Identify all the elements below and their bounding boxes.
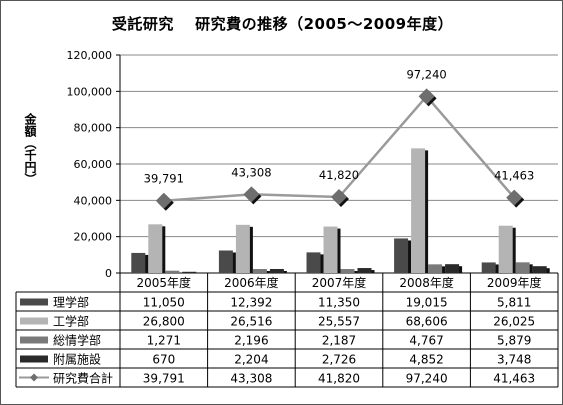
bar bbox=[323, 226, 338, 273]
table-cell: 2,187 bbox=[322, 334, 356, 348]
y-tick-label: 60,000 bbox=[74, 158, 113, 171]
series-line bbox=[163, 94, 516, 202]
table-cell: 4,852 bbox=[409, 353, 443, 367]
table-cell: 41,463 bbox=[493, 372, 535, 386]
bar bbox=[131, 252, 146, 273]
bar bbox=[428, 264, 443, 273]
table-cell: 2,726 bbox=[322, 353, 356, 367]
line-marker bbox=[331, 189, 347, 206]
table-cell: 11,050 bbox=[143, 296, 185, 310]
table-cell: 5,879 bbox=[497, 334, 531, 348]
line-marker bbox=[243, 186, 260, 203]
bar bbox=[148, 224, 163, 273]
legend-marker bbox=[30, 373, 38, 382]
x-tick-label: 2005年度 bbox=[137, 275, 192, 290]
data-label: 39,791 bbox=[144, 172, 184, 186]
x-tick-label: 2007年度 bbox=[312, 275, 367, 290]
x-tick-label: 2009年度 bbox=[487, 275, 542, 290]
data-label: 43,308 bbox=[231, 165, 271, 179]
bar bbox=[269, 268, 284, 273]
bar bbox=[411, 148, 426, 273]
bar bbox=[532, 266, 547, 273]
table-cell: 2,204 bbox=[234, 353, 268, 367]
table-cell: 26,516 bbox=[230, 315, 272, 329]
bar bbox=[515, 262, 530, 273]
data-label: 97,240 bbox=[406, 67, 446, 81]
line-marker bbox=[506, 189, 523, 206]
legend-swatch bbox=[20, 317, 48, 325]
table-cell: 25,557 bbox=[318, 315, 360, 329]
y-tick-label: 40,000 bbox=[74, 194, 113, 207]
y-axis-label: 金額（千円） bbox=[23, 113, 37, 185]
y-tick-label: 100,000 bbox=[67, 85, 113, 98]
bar bbox=[340, 269, 355, 273]
legend-swatch bbox=[20, 298, 48, 306]
y-tick-label: 20,000 bbox=[74, 231, 113, 244]
table-cell: 2,196 bbox=[234, 334, 268, 348]
y-tick-label: 0 bbox=[105, 267, 112, 280]
table-cell: 43,308 bbox=[230, 372, 272, 386]
y-tick-label: 120,000 bbox=[67, 49, 113, 62]
bar bbox=[394, 238, 409, 273]
data-label: 41,820 bbox=[319, 168, 359, 182]
legend-entry: 工学部 bbox=[53, 314, 89, 329]
legend-swatch bbox=[20, 355, 48, 363]
table-cell: 41,820 bbox=[318, 372, 360, 386]
bar bbox=[498, 225, 513, 273]
table-cell: 3,748 bbox=[497, 353, 531, 367]
line-marker bbox=[155, 192, 172, 209]
legend-entry: 附属施設 bbox=[53, 352, 101, 367]
table-cell: 68,606 bbox=[406, 315, 448, 329]
table-cell: 26,800 bbox=[143, 315, 185, 329]
legend-entry: 研究費合計 bbox=[53, 371, 113, 386]
chart-title: 受託研究 研究費の推移（2005～2009年度） bbox=[111, 15, 454, 33]
table-cell: 26,025 bbox=[493, 315, 535, 329]
bar bbox=[182, 271, 197, 273]
table-cell: 11,350 bbox=[318, 296, 360, 310]
bar bbox=[357, 268, 372, 273]
legend-entry: 総情学部 bbox=[53, 333, 101, 348]
table-cell: 4,767 bbox=[409, 334, 443, 348]
table-cell: 97,240 bbox=[406, 372, 448, 386]
bar bbox=[235, 224, 250, 273]
bar bbox=[252, 269, 267, 273]
x-tick-label: 2008年度 bbox=[399, 275, 454, 290]
bar bbox=[218, 250, 233, 273]
bar bbox=[306, 252, 321, 273]
bar bbox=[445, 264, 460, 273]
table-cell: 39,791 bbox=[143, 372, 185, 386]
bar bbox=[165, 270, 180, 273]
legend-swatch bbox=[20, 336, 48, 344]
x-tick-label: 2006年度 bbox=[224, 275, 279, 290]
bar bbox=[481, 262, 496, 273]
table-cell: 670 bbox=[152, 353, 175, 367]
table-cell: 5,811 bbox=[497, 296, 531, 310]
table-cell: 12,392 bbox=[230, 296, 272, 310]
line-marker bbox=[418, 88, 435, 105]
table-cell: 19,015 bbox=[406, 296, 448, 310]
table-cell: 1,271 bbox=[147, 334, 181, 348]
y-tick-label: 80,000 bbox=[74, 122, 113, 135]
legend-entry: 理学部 bbox=[53, 295, 89, 310]
data-label: 41,463 bbox=[494, 169, 534, 183]
